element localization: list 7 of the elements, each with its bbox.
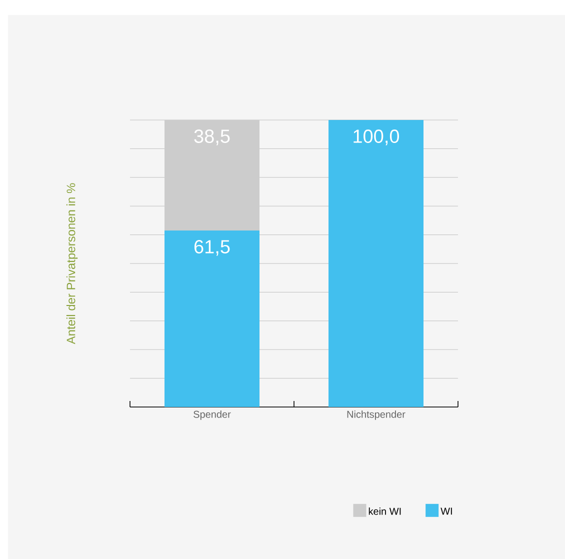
data-label: 61,5 — [194, 240, 230, 256]
data-label: 100,0 — [354, 130, 400, 146]
x-tick-label: Spender — [194, 410, 231, 420]
x-tick-label: Nichtspender — [347, 410, 406, 420]
legend-label: kein WI — [368, 508, 401, 515]
legend-label: WI — [440, 508, 452, 515]
y-axis-title: Anteil der Privatpersonen in % — [66, 183, 78, 344]
